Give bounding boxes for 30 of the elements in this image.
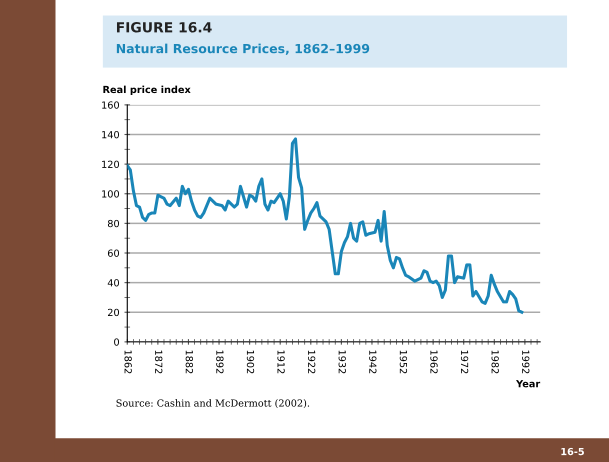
x-tick-label: 1902	[246, 350, 254, 374]
x-tick-label: 1942	[369, 350, 376, 374]
source-note: Source: Cashin and McDermott (2002).	[116, 399, 310, 408]
x-tick-label: 1972	[460, 350, 468, 374]
y-tick-label: 60	[108, 249, 119, 257]
chart-subtitle: Natural Resource Prices, 1862–1999	[116, 44, 370, 55]
x-axis-title: Year	[516, 380, 540, 388]
y-tick-label: 100	[102, 190, 119, 198]
y-tick-label: 80	[108, 220, 119, 228]
x-tick-label: 1962	[430, 350, 438, 374]
x-tick-label: 1992	[522, 350, 530, 374]
chart-title: FIGURE 16.4	[116, 22, 212, 33]
x-tick-label: 1882	[186, 350, 193, 374]
x-tick-label: 1872	[155, 350, 162, 374]
y-tick-label: 140	[102, 130, 119, 138]
y-tick-label: 0	[114, 338, 119, 346]
x-tick-label: 1952	[400, 350, 408, 374]
y-tick-label: 160	[102, 101, 119, 109]
x-tick-label: 1932	[338, 350, 346, 374]
text: 16-5	[561, 448, 584, 456]
x-tick-label: 1912	[277, 350, 285, 374]
y-tick-label: 120	[102, 160, 119, 168]
x-tick-label: 1982	[491, 350, 499, 374]
y-tick-label: 20	[108, 308, 119, 316]
x-tick-label: 1862	[124, 350, 132, 374]
x-tick-label: 1922	[308, 350, 316, 374]
line-series	[127, 137, 524, 314]
x-tick-label: 1892	[216, 350, 224, 374]
y-tick-label: 40	[108, 279, 119, 286]
y-axis-title: Real price index	[103, 86, 191, 96]
